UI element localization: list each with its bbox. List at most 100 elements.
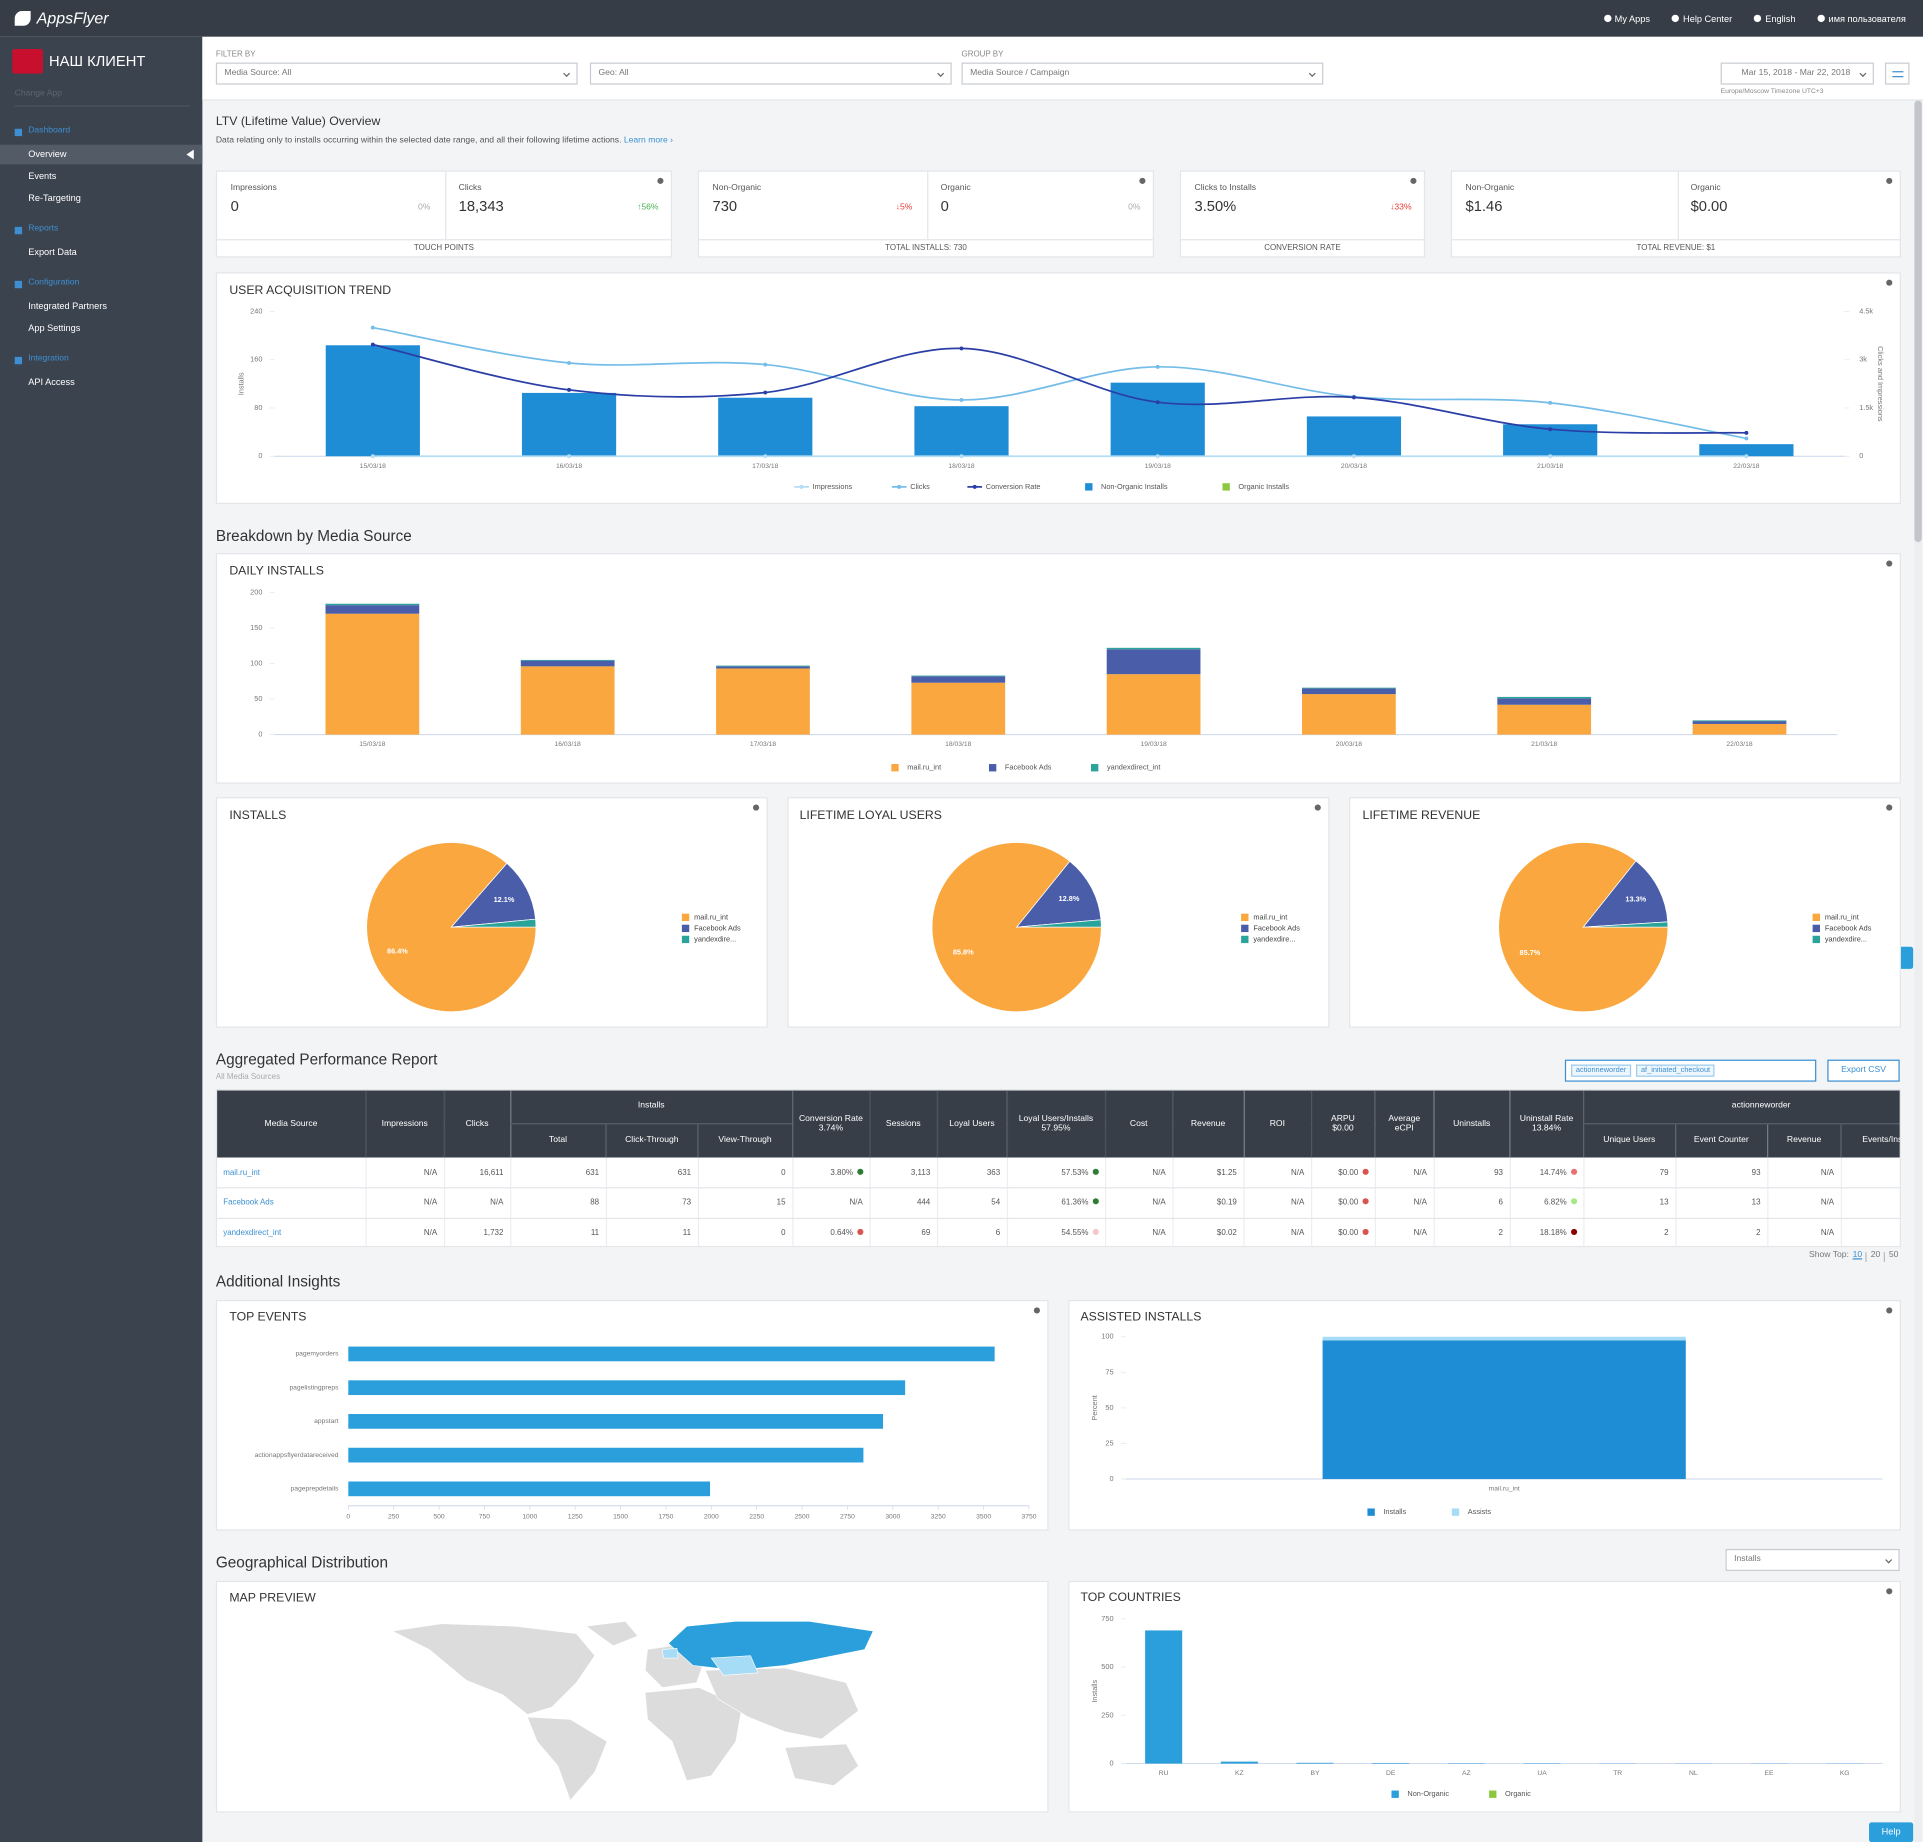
page-size[interactable]: 50 [1888,1250,1899,1260]
column-label: ARPU [1331,1114,1355,1123]
nav-item[interactable]: Help Center [1672,13,1732,24]
nav-link[interactable]: Export Data [28,246,77,258]
status-dot [856,1168,863,1175]
change-app[interactable]: Change App [14,90,191,107]
cell-text: 2 [1498,1228,1503,1238]
media-source-select[interactable]: Media Source: All [215,62,578,85]
table-cell: 0 [697,1217,793,1247]
column-label: Average eCPI [1388,1114,1421,1133]
table-cell: N/A [443,1187,511,1219]
table-cell: N/A [1767,1217,1842,1247]
column-header[interactable]: Cost [1105,1090,1174,1158]
date-range[interactable]: Mar 15, 2018 - Mar 22, 2018 [1720,62,1874,85]
column-header[interactable]: Sessions [869,1090,938,1158]
filter-label: FILTER BY [215,50,256,59]
column-subheader[interactable]: Total [510,1122,607,1158]
kpi-divider [927,171,929,241]
cell-text: $0.00 [1338,1168,1359,1177]
cell-text: N/A [849,1198,863,1208]
column-header[interactable]: ARPU $0.00 [1311,1090,1376,1158]
nav-link[interactable]: Re-Targeting [28,192,81,204]
section-title[interactable]: Reports [28,224,59,234]
column-subheader[interactable]: Click-Through [605,1122,699,1158]
column-subheader[interactable]: Events/Installs [1840,1122,1900,1158]
status-dot [1361,1228,1369,1235]
column-header[interactable]: ROI [1243,1090,1312,1158]
nav-item[interactable]: имя пользователя [1817,13,1906,24]
column-header[interactable]: Impressions [365,1090,445,1158]
chart-panel [1068,1299,1901,1531]
column-header[interactable]: actionneworder [1583,1090,1900,1124]
column-subheader[interactable]: Event Counter [1675,1122,1768,1158]
table-cell[interactable]: Facebook Ads [217,1187,367,1219]
nav-link[interactable]: Overview [28,148,67,160]
cell-text: 14.74% [1539,1168,1567,1177]
help-button[interactable]: Help [1869,1822,1914,1842]
table-head: Media Source Impressions Clicks Installs Con… [217,1090,1900,1158]
filter-chip[interactable]: actionneworder [1571,1064,1632,1077]
event-filter[interactable]: actionneworder af_initiated_checkout [1564,1059,1817,1082]
cell-text: 2 [1756,1228,1761,1238]
nav-item[interactable]: My Apps [1603,12,1650,24]
column-header[interactable]: Revenue [1172,1090,1245,1158]
scroll-thumb [1914,100,1922,543]
cell-text: 631 [677,1168,692,1177]
table-cell: 88 [510,1187,607,1219]
table-cell: 14.74% [1509,1157,1584,1189]
geo-metric-select[interactable]: Installs [1725,1548,1900,1572]
nav-link[interactable]: Integrated Partners [28,300,107,312]
export-csv[interactable]: Export CSV [1827,1059,1900,1082]
page-size[interactable]: 10 [1852,1250,1863,1260]
nav-item[interactable]: English [1754,13,1795,24]
cell-text: N/A [1413,1228,1427,1238]
column-subheader[interactable]: View-Through [697,1122,793,1158]
cell-text: 3.80% [830,1168,853,1177]
nav-link[interactable]: App Settings [28,322,81,334]
column-header[interactable]: Clicks [443,1090,511,1158]
column-header[interactable]: Conversion Rate 3.74% [792,1090,871,1158]
column-header[interactable]: Average eCPI [1374,1090,1435,1158]
section-title[interactable]: Configuration [28,278,80,287]
table-cell[interactable]: mail.ru_int [217,1157,367,1189]
column-label: Cost [1129,1119,1148,1128]
kpi-value: $1.46 [1465,197,1503,215]
section-title[interactable]: Integration [28,354,69,364]
column-subheader[interactable]: Revenue [1767,1122,1842,1158]
column-header[interactable]: Loyal Users [937,1090,1008,1158]
nav-link[interactable]: Events [28,170,57,182]
group-select[interactable]: Media Source / Campaign [961,62,1324,85]
column-subheader[interactable]: Unique Users [1583,1122,1676,1158]
column-header[interactable]: Loyal Users/Installs 57.95% [1006,1090,1106,1158]
kpi-label: Clicks to Installs [1194,183,1257,193]
table-cell: 15 [697,1187,793,1219]
nav-label: My Apps [1614,12,1650,24]
cell-text: 88 [590,1198,600,1208]
column-header[interactable]: Uninstalls [1433,1090,1511,1158]
status-dot [1570,1198,1577,1205]
cell-text: yandexdirect_int [223,1228,282,1238]
cell-text: N/A [1291,1228,1305,1238]
column-header[interactable]: Uninstall Rate 13.84% [1509,1090,1584,1158]
filter-chip[interactable]: af_initiated_checkout [1636,1064,1716,1077]
section-title[interactable]: Dashboard [28,126,71,135]
geo-select[interactable]: Geo: All [589,62,952,85]
page-size[interactable]: 20 [1870,1250,1881,1260]
table-cell[interactable]: yandexdirect_int [217,1217,367,1247]
learn-more[interactable]: Learn more › [623,136,674,145]
table-cell: 93 [1675,1157,1768,1189]
column-header[interactable]: Media Source [217,1090,367,1158]
chip-label: actionneworder [1575,1066,1627,1075]
section-title: Additional Insights [215,1273,341,1291]
chart-panel [1068,1580,1901,1813]
table-cell: 18.18% [1509,1217,1584,1247]
settings-button[interactable] [1884,62,1910,85]
nav-icon [1603,14,1611,23]
section-icon [14,128,23,137]
logo[interactable]: AppsFlyer [14,7,109,29]
table-cell: 73 [605,1187,699,1219]
table-cell: 3,113 [869,1157,938,1189]
column-header[interactable]: Installs [510,1090,793,1124]
settings-icon [1892,71,1904,78]
nav-link[interactable]: API Access [28,376,75,388]
column-label: Sessions [885,1119,921,1128]
